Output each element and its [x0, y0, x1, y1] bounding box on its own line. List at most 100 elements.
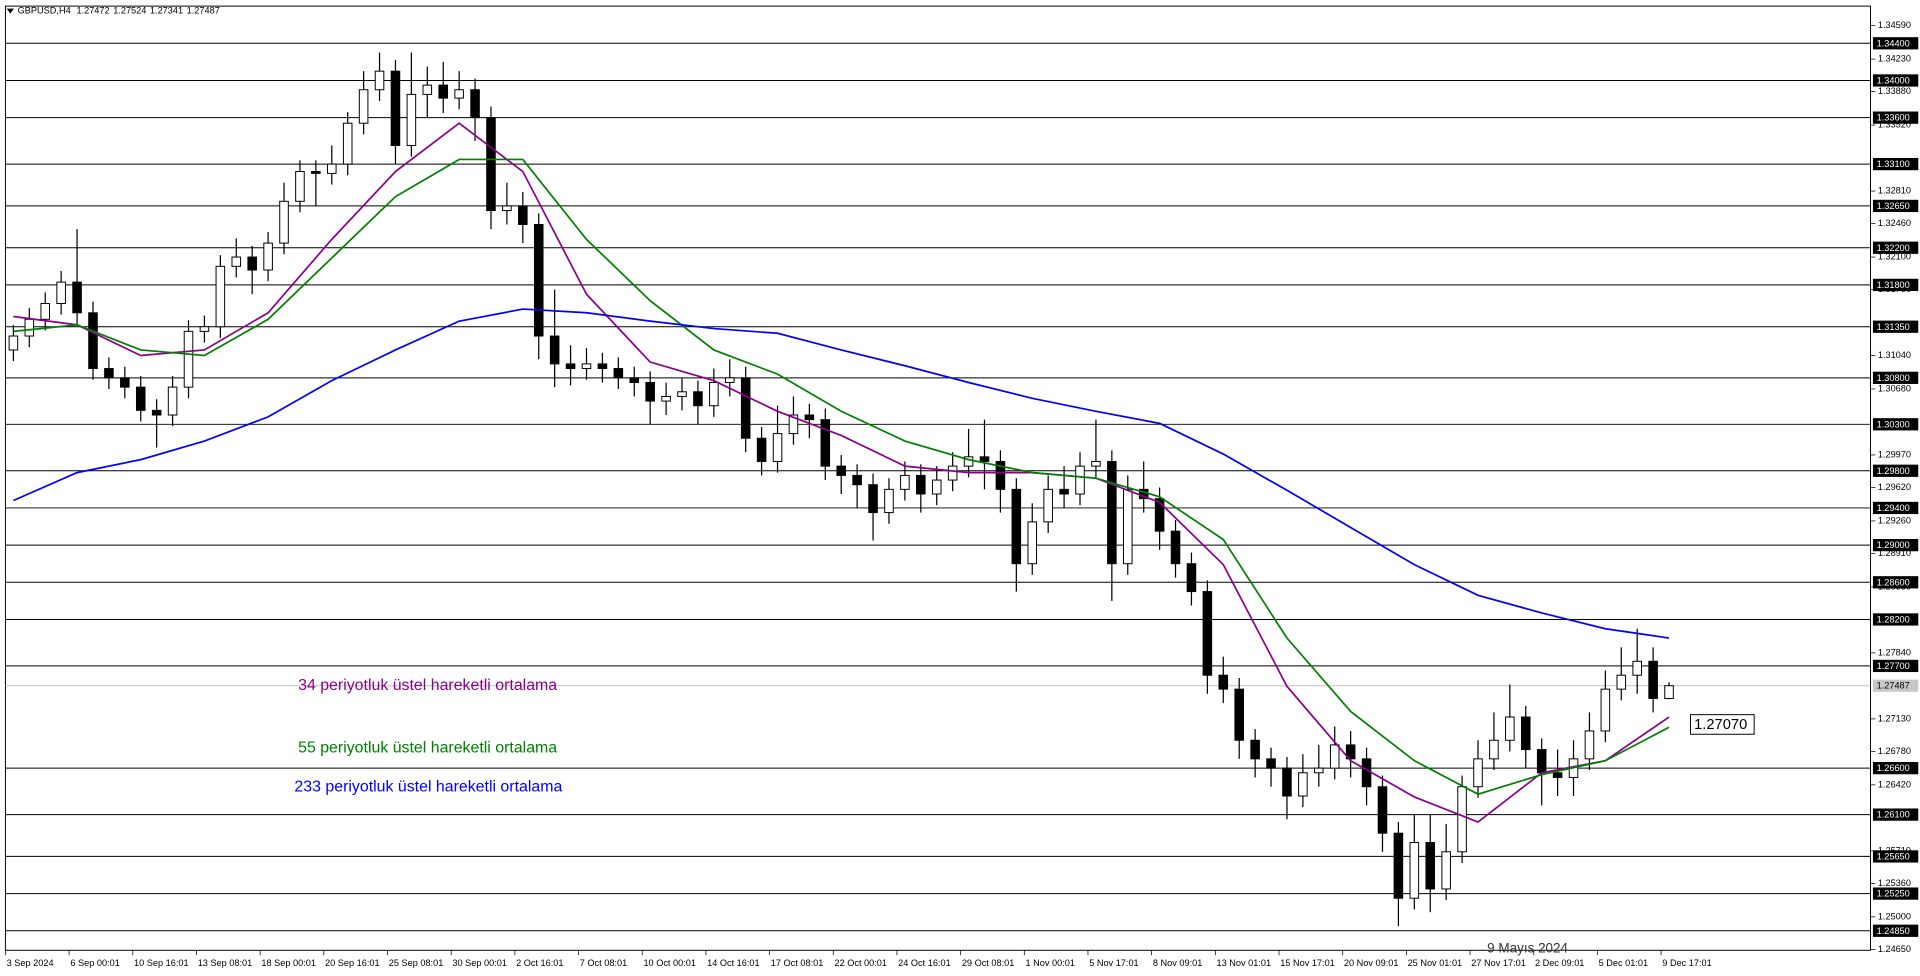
candle-body: [215, 265, 226, 328]
candle-body: [342, 122, 353, 165]
level-label-box: [1872, 241, 1919, 254]
candle-body: [1473, 758, 1483, 788]
candle-body: [533, 224, 544, 337]
level-label: 1.26600: [1877, 763, 1910, 773]
level-label: 1.29400: [1877, 503, 1910, 513]
candle-body: [1616, 674, 1627, 690]
header-value: 1.27341: [150, 5, 183, 15]
header-value: 1.27524: [113, 5, 146, 15]
x-tick-label: 2 Oct 16:01: [516, 958, 563, 968]
y-tick-label: 1.29260: [1878, 515, 1911, 525]
candle-body: [900, 474, 910, 490]
level-label-box: [1872, 924, 1919, 937]
level-label: 1.32200: [1877, 243, 1910, 253]
ema-label: 34 periyotluk üstel hareketli ortalama: [298, 677, 557, 694]
symbol: GBPUSD,H4: [18, 5, 71, 15]
candle-body: [1457, 786, 1467, 853]
candle-body: [88, 312, 98, 370]
ema-label: 55 periyotluk üstel hareketli ortalama: [298, 739, 557, 756]
candle-body: [677, 391, 687, 397]
candle-body: [1091, 460, 1101, 467]
candle-body: [1266, 758, 1276, 769]
candle-body: [135, 386, 146, 411]
level-label-box: [1872, 501, 1919, 515]
y-tick-label: 1.32810: [1878, 185, 1911, 195]
ema-label: 233 periyotluk üstel hareketli ortalama: [294, 779, 562, 796]
x-tick-label: 20 Nov 09:01: [1344, 958, 1399, 968]
candle-body: [1520, 716, 1531, 751]
candle-body: [518, 205, 528, 225]
level-label: 1.29000: [1877, 540, 1910, 550]
candle-body: [502, 205, 512, 212]
y-tick-label: 1.34590: [1878, 20, 1911, 30]
level-label-box: [1872, 418, 1919, 431]
candle-body: [406, 93, 417, 147]
x-tick-label: 8 Nov 09:01: [1153, 958, 1202, 968]
x-tick-label: 2 Dec 09:01: [1535, 958, 1584, 968]
candle-body: [916, 474, 926, 495]
candle-body: [995, 460, 1006, 490]
level-label: 1.31800: [1877, 280, 1910, 290]
candle-body: [1425, 841, 1436, 890]
candle-body: [1107, 460, 1117, 565]
y-tick-label: 1.27130: [1878, 713, 1911, 723]
level-label: 1.29800: [1877, 466, 1910, 476]
candle-body: [629, 377, 640, 383]
candle-body: [772, 433, 783, 462]
candle-body: [740, 377, 751, 439]
candle-body: [1218, 674, 1229, 690]
candle-body: [454, 89, 464, 99]
candle-body: [374, 70, 385, 91]
y-tick-label: 1.25710: [1878, 845, 1911, 855]
y-tick-label: 1.25360: [1878, 878, 1911, 888]
level-label-box: [1872, 37, 1919, 50]
x-tick-label: 17 Oct 08:01: [771, 958, 824, 968]
level-label: 1.33600: [1877, 113, 1910, 123]
level-label-box: [1872, 157, 1919, 171]
candle-body: [1011, 488, 1022, 565]
y-tick-label: 1.34230: [1878, 54, 1911, 64]
candle-body: [422, 84, 433, 95]
candle-body: [963, 456, 974, 467]
level-label-box: [1872, 74, 1919, 87]
plot-frame: [4, 5, 1871, 951]
level-label-box: [1872, 887, 1919, 900]
candle-body: [1505, 716, 1515, 741]
candle-body: [1122, 488, 1133, 565]
level-label-box: [1872, 464, 1919, 477]
x-tick-label: 25 Nov 01:01: [1408, 958, 1463, 968]
candle-body: [231, 256, 242, 267]
candle-body: [167, 386, 178, 416]
y-tick-label: 1.26780: [1878, 746, 1911, 756]
candle-body: [868, 484, 878, 514]
menu-arrow[interactable]: [6, 8, 15, 14]
candle-body: [72, 281, 82, 314]
level-label: 1.31350: [1877, 322, 1910, 332]
candle-body: [1075, 465, 1085, 495]
candle-body: [820, 419, 831, 467]
level-label: 1.30800: [1877, 373, 1910, 383]
level-label-box: [1872, 538, 1919, 552]
candle-body: [327, 163, 337, 174]
x-tick-label: 24 Oct 16:01: [898, 958, 951, 968]
level-label-box: [1872, 576, 1919, 589]
candle-body: [1059, 488, 1069, 495]
ema-line: [13, 122, 1670, 824]
x-tick-label: 10 Oct 00:01: [643, 958, 696, 968]
x-tick-label: 15 Nov 17:01: [1280, 958, 1335, 968]
candle-body: [8, 335, 19, 351]
price-box-label: 1.27070: [1694, 717, 1747, 733]
candle-body: [1584, 730, 1595, 760]
y-tick-label: 1.27840: [1878, 647, 1911, 657]
level-label-box: [1872, 111, 1919, 124]
candle-body: [56, 281, 66, 304]
level-label: 1.26100: [1877, 810, 1910, 820]
y-tick-label: 1.31040: [1878, 350, 1911, 360]
candle-body: [1202, 591, 1213, 676]
candle-body: [486, 117, 496, 212]
y-tick-label: 1.29970: [1878, 449, 1911, 459]
candle-body: [1345, 744, 1356, 760]
candle-body: [1282, 767, 1292, 797]
candle-body: [597, 363, 608, 370]
candle-body: [709, 381, 719, 407]
